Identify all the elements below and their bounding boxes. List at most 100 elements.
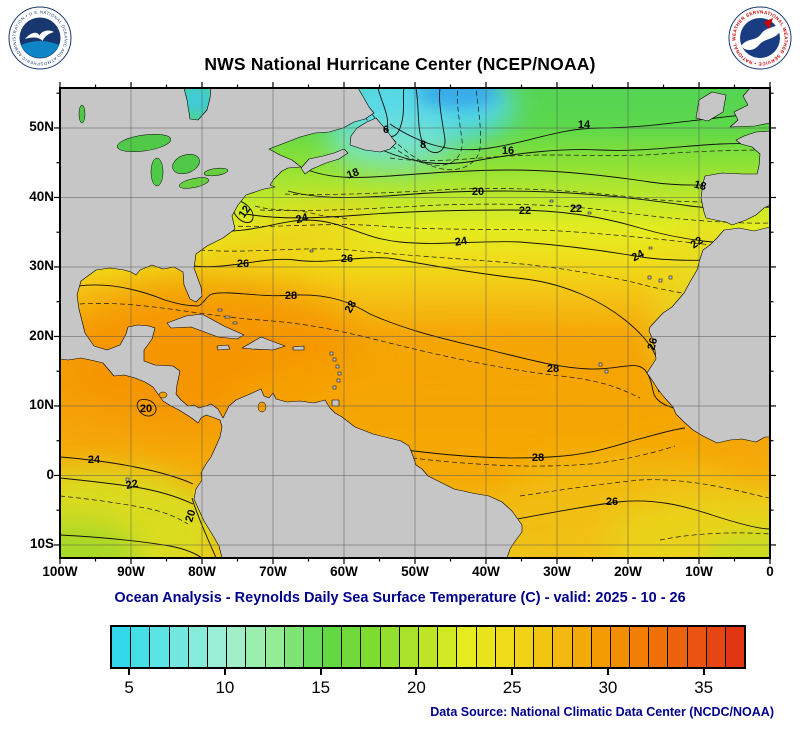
- colorbar-label-15: 15: [311, 678, 331, 697]
- colorbar-cell: [399, 627, 419, 667]
- lake-ontario: [203, 167, 229, 177]
- contour-label-8: 8: [420, 139, 426, 151]
- noaa-logo: NATIONAL OCEANIC AND ATMOSPHERIC ADMINIS…: [8, 6, 72, 70]
- lake-superior: [116, 133, 172, 153]
- colorbar-label-20: 20: [406, 678, 426, 697]
- colorbar-label-35: 35: [694, 678, 714, 697]
- contour-label-layer: 6 8 14 16 18 18 20 12 22 22 22 24 24 24 26 26 26 28 28 28 28…: [88, 119, 708, 524]
- colorbar-tick: [702, 669, 705, 675]
- colorbar-label-25: 25: [502, 678, 522, 697]
- lat-label-50N: 50N: [29, 119, 54, 134]
- colorbar-cell: [591, 627, 611, 667]
- contour-label-28: 28: [343, 299, 360, 316]
- contour-label-24: 24: [88, 454, 101, 466]
- colorbar-cell: [610, 627, 631, 667]
- colorbar-cell: [342, 627, 362, 667]
- contour-label-22: 22: [688, 234, 705, 251]
- noaa-sea: [21, 41, 59, 58]
- colorbar-cell: [265, 627, 285, 667]
- lon-label-50W: 50W: [401, 564, 429, 579]
- lon-label-100W: 100W: [42, 564, 78, 579]
- contour-label-24: 24: [454, 235, 469, 249]
- contour-label-28: 28: [532, 452, 544, 464]
- contour-label-20: 20: [472, 186, 484, 198]
- contour-label-28: 28: [547, 363, 559, 375]
- nws-logo: NATIONAL WEATHER SERVICE • NATIONAL WEAT…: [728, 6, 792, 70]
- bermuda: [309, 249, 314, 253]
- lake-maracaibo: [257, 401, 267, 413]
- colorbar-cell: [553, 627, 573, 667]
- contour-label-14: 14: [578, 119, 591, 131]
- colorbar-cell: [706, 627, 726, 667]
- colorbar-cell: [438, 627, 458, 667]
- nws-wave-icon: [741, 23, 779, 50]
- lon-label-30W: 30W: [543, 564, 571, 579]
- colorbar-cell: [726, 627, 745, 667]
- colorbar-tick: [415, 669, 418, 675]
- contour-label-24: 24: [295, 211, 311, 226]
- colorbar-cell: [207, 627, 228, 667]
- jamaica: [216, 344, 231, 351]
- lat-label-20N: 20N: [29, 327, 54, 343]
- colorbar-cell: [323, 627, 343, 667]
- lat-label-0: 0: [46, 466, 54, 482]
- lake-winnipeg: [78, 104, 86, 124]
- contour-label-28: 28: [285, 290, 297, 302]
- lake-erie: [179, 177, 209, 189]
- lakes: [78, 104, 267, 413]
- colorbar-cell: [227, 627, 247, 667]
- lat-label-10N: 10N: [29, 397, 54, 412]
- contour-label-6: 6: [383, 124, 389, 136]
- colorbar-tick: [511, 669, 514, 675]
- nws-flag-icon: [764, 18, 773, 29]
- puerto-rico: [292, 345, 305, 351]
- galapagos: [125, 477, 130, 482]
- colorbar-cell: [457, 627, 477, 667]
- colorbar-cell: [303, 627, 324, 667]
- contour-label-16: 16: [502, 145, 514, 157]
- lat-label-10S: 10S: [29, 536, 54, 551]
- colorbar-tick: [319, 669, 322, 675]
- map-caption: Ocean Analysis - Reynolds Daily Sea Surf…: [114, 590, 686, 606]
- contour-label-22: 22: [519, 205, 531, 217]
- lon-label-70W: 70W: [259, 564, 287, 579]
- colorbar-cell: [150, 627, 170, 667]
- lake-nicaragua: [158, 391, 168, 399]
- colorbar-label-5: 5: [124, 678, 134, 697]
- colorbar-cell: [361, 627, 381, 667]
- trinidad: [331, 399, 340, 407]
- contour-label-18: 18: [693, 179, 708, 194]
- colorbar-cell: [668, 627, 688, 667]
- colorbar-cell: [169, 627, 189, 667]
- newfoundland: [349, 117, 397, 153]
- colorbar-cell: [649, 627, 669, 667]
- colorbar-tick: [606, 669, 609, 675]
- france-iberia: [700, 130, 770, 226]
- axis-ticks: [54, 82, 776, 564]
- colorbar-label-30: 30: [598, 678, 618, 697]
- colorbar-cell: [534, 627, 554, 667]
- contour-label-18: 18: [345, 166, 361, 181]
- colorbar-tick: [128, 669, 131, 675]
- colorbar-cell: [572, 627, 592, 667]
- lon-label-40W: 40W: [472, 564, 500, 579]
- colorbar-cell: [112, 627, 132, 667]
- colorbar-cell: [246, 627, 266, 667]
- colorbar-label-10: 10: [215, 678, 235, 697]
- lon-label-80W: 80W: [188, 564, 216, 579]
- contour-label-12: 12: [236, 203, 253, 220]
- lon-label-60W: 60W: [330, 564, 358, 579]
- colorbar-cell: [514, 627, 535, 667]
- contour-label-20: 20: [183, 508, 198, 523]
- landmasses: [60, 88, 770, 558]
- sst-contours-dashed: [60, 88, 770, 541]
- colorbar-cell: [495, 627, 515, 667]
- colorbar-tick: [223, 669, 226, 675]
- lake-michigan: [150, 157, 164, 187]
- lon-label-0: 0: [766, 564, 774, 579]
- lake-huron: [172, 154, 200, 174]
- contour-label-22: 22: [570, 203, 582, 215]
- lon-label-10W: 10W: [685, 564, 713, 579]
- sst-map: 6 8 14 16 18 18 20 12 22 22 22 24 24 24 26 26 26 28 28 28 28…: [54, 82, 776, 564]
- colorbar-cell: [131, 627, 151, 667]
